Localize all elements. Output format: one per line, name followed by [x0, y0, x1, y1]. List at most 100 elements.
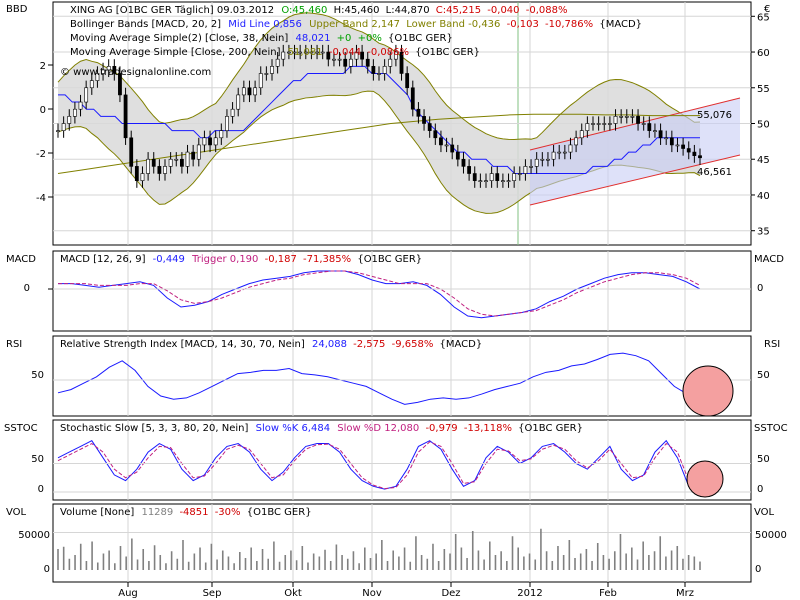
ma200-pct: -0,086%: [367, 47, 409, 58]
vol-tick-50000-left: 50000: [18, 530, 50, 541]
series-line-1: [57, 441, 701, 490]
candle-body: [574, 137, 579, 146]
stoch-tick-50-left: 50: [31, 454, 44, 465]
stoch-left-axis-label: SSTOC: [4, 423, 38, 434]
legend-open: O:45,460: [281, 5, 327, 16]
trend-channel-fill: [530, 98, 740, 205]
candle-body: [106, 66, 111, 71]
candle-body: [461, 158, 466, 167]
candle-body: [624, 116, 629, 118]
candle-body: [607, 123, 612, 125]
candle-body: [506, 180, 511, 182]
price-left-axis-label: BBD: [6, 4, 28, 15]
candle-body: [388, 58, 393, 67]
candle-body: [529, 166, 533, 168]
svg-text:XING AG [O1BC GER Täglich] 09: XING AG [O1BC GER Täglich] 09.03.2012 O:…: [70, 5, 567, 16]
candle-body: [562, 151, 567, 154]
vol-legend: Volume [None] 11289 -4851 -30% {O1BC GER…: [60, 507, 312, 518]
candle-body: [72, 108, 77, 117]
rsi-signal-circle: [682, 365, 734, 417]
candle-body: [191, 151, 196, 160]
candle-body: [61, 123, 66, 131]
ma200-title: Moving Average Simple [Close, 200, Nein]: [70, 47, 281, 58]
candle-body: [630, 116, 635, 118]
stoch-legend: Stochastic Slow [5, 3, 3, 80, 20, Nein] …: [60, 423, 583, 434]
rsi-legend: Relative Strength Index [MACD, 14, 30, 7…: [60, 339, 482, 350]
candle-body: [196, 144, 201, 160]
candle-body: [213, 137, 218, 146]
stochastic-panel: [52, 419, 752, 501]
candle-body: [303, 51, 308, 54]
candle-body: [602, 123, 607, 125]
candle-body: [444, 144, 449, 147]
candle-body: [151, 158, 156, 167]
candle-body: [134, 166, 139, 181]
x-tick-label: Dez: [441, 588, 460, 599]
candle-body: [467, 166, 472, 174]
macd-right-axis-label: MACD: [754, 254, 784, 265]
candle-body: [101, 69, 105, 74]
candle-body: [84, 87, 89, 103]
candle-body: [118, 73, 122, 96]
candle-body: [337, 58, 342, 61]
candle-body: [579, 130, 584, 139]
candle-body: [664, 137, 669, 140]
candle-body: [433, 130, 438, 139]
candle-body: [681, 144, 686, 149]
y-tick-label-right: 65: [757, 12, 770, 23]
candle-body: [692, 151, 697, 156]
candle-body: [450, 144, 455, 153]
bb-pct: -10,786%: [545, 19, 593, 30]
legend-low: L:44,870: [386, 5, 430, 16]
ma38-src: {O1BC GER}: [388, 33, 453, 44]
x-axis: Aug Sep Okt Nov Dez 2012 Feb Mrz: [118, 582, 694, 599]
x-tick-label: Feb: [599, 588, 617, 599]
candle-body: [540, 158, 545, 161]
candle-body: [517, 173, 522, 175]
price-right-axis-label: €: [764, 4, 770, 15]
trend-channel-upper: [529, 97, 741, 151]
candle-body: [174, 158, 179, 161]
candle-body: [56, 130, 60, 132]
candle-body: [619, 116, 624, 118]
y-tick-label-left: -2: [36, 149, 46, 160]
candle-body: [286, 51, 291, 54]
series-line-1: [58, 270, 701, 317]
y-tick-label-right: 55: [757, 84, 770, 95]
vol-right-axis-label: VOL: [754, 507, 775, 518]
bb-mid: Mid Line 0,856: [228, 19, 302, 30]
candle-body: [647, 123, 652, 131]
svg-text:Moving Average Simple [Close,: Moving Average Simple [Close, 200, Nein]…: [70, 47, 480, 58]
candle-body: [89, 80, 94, 89]
bb-chg: -0,103: [507, 19, 539, 30]
macd-panel: [52, 250, 752, 332]
candle-body: [653, 130, 657, 132]
stoch-signal-circle: [686, 460, 724, 498]
candle-body: [247, 87, 252, 96]
x-tick-label: Sep: [203, 588, 222, 599]
y-tick-label-right: 60: [757, 48, 770, 59]
candle-body: [405, 73, 410, 89]
candle-body: [382, 66, 387, 74]
candle-body: [591, 123, 595, 125]
macd-layer: [48, 270, 751, 319]
x-tick-label: Aug: [118, 588, 138, 599]
candle-body: [675, 144, 680, 147]
candle-body: [264, 73, 269, 75]
candle-body: [500, 180, 505, 182]
price-legend: XING AG [O1BC GER Täglich] 09.03.2012 O:…: [60, 5, 732, 178]
ma38-title: Moving Average Simple(2) [Close, 38, Nei…: [70, 33, 288, 44]
price-axis-ticks: 65 60 55 50 45 40 35 2 0 -2 -4: [36, 12, 770, 237]
candle-body: [292, 51, 297, 54]
vol-left-axis-label: VOL: [6, 507, 27, 518]
candle-body: [202, 137, 207, 146]
annotation-upper: 55,076: [697, 110, 732, 121]
candle-body: [315, 51, 319, 54]
series-line-0: [57, 352, 701, 405]
y-tick-label-right: 45: [757, 155, 770, 166]
ma38-pct: +0%: [358, 33, 382, 44]
candle-body: [140, 173, 145, 181]
candle-body: [551, 151, 556, 160]
candle-body: [168, 158, 173, 167]
candle-body: [123, 94, 128, 139]
